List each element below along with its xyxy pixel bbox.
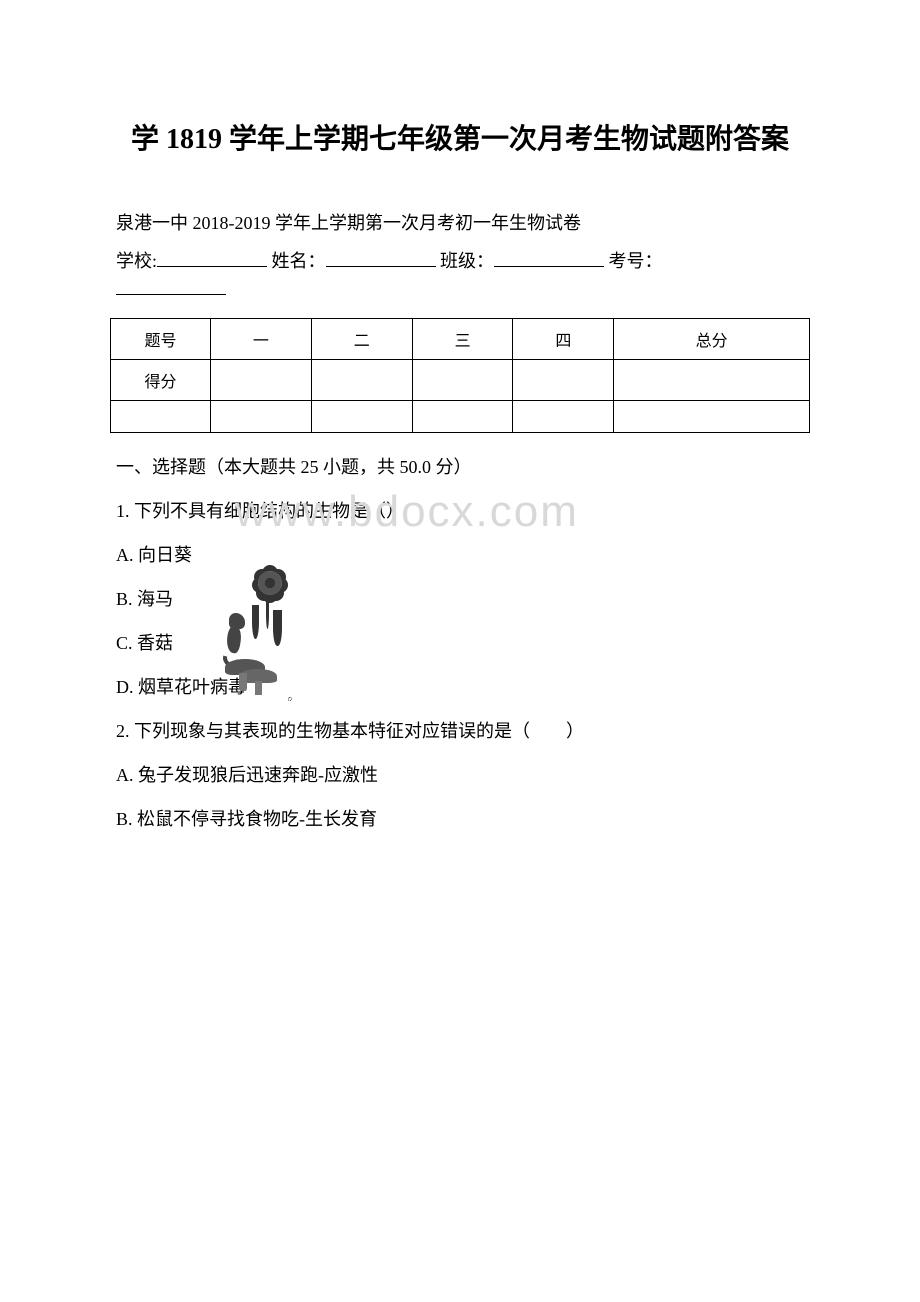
score-cell[interactable] — [513, 360, 614, 401]
option-b: B. 松鼠不停寻找食物吃-生长发育 — [80, 805, 840, 831]
exam-subtitle: 泉港一中 2018-2019 学年上学期第一次月考初一年生物试卷 — [80, 209, 840, 235]
score-cell[interactable] — [412, 360, 513, 401]
option-c: C. 香菇 — [80, 629, 840, 655]
option-label: D. 烟草花叶病毒 — [80, 673, 246, 699]
empty-cell — [412, 401, 513, 433]
section-title: 一、选择题（本大题共 25 小题，共 50.0 分） — [80, 453, 840, 479]
empty-cell — [513, 401, 614, 433]
score-cell[interactable] — [311, 360, 412, 401]
row-label: 题号 — [111, 319, 211, 360]
table-row: 得分 — [111, 360, 810, 401]
score-cell[interactable] — [614, 360, 810, 401]
name-label: 姓名： — [272, 251, 326, 271]
score-cell[interactable] — [211, 360, 312, 401]
col-header: 一 — [211, 319, 312, 360]
page-title: 学 1819 学年上学期七年级第一次月考生物试题附答案 — [80, 120, 840, 159]
option-label: B. 海马 — [80, 585, 173, 611]
col-header: 总分 — [614, 319, 810, 360]
option-a: A. 向日葵 — [80, 541, 840, 567]
row-label: 得分 — [111, 360, 211, 401]
examno-label: 考号： — [609, 251, 663, 271]
col-header: 三 — [412, 319, 513, 360]
class-label: 班级： — [440, 251, 494, 271]
empty-cell — [614, 401, 810, 433]
examno-blank[interactable] — [116, 277, 226, 295]
empty-cell — [111, 401, 211, 433]
school-label: 学校: — [116, 251, 157, 271]
option-a: A. 兔子发现狼后迅速奔跑-应激性 — [80, 761, 840, 787]
student-info-row: 学校: 姓名： 班级： 考号： — [80, 247, 840, 273]
empty-cell — [311, 401, 412, 433]
table-row: 题号 一 二 三 四 总分 — [111, 319, 810, 360]
question-text: 1. 下列不具有细胞结构的生物是（） — [80, 497, 840, 523]
option-d: D. 烟草花叶病毒 — [80, 673, 840, 699]
school-blank[interactable] — [157, 249, 267, 267]
question-text: 2. 下列现象与其表现的生物基本特征对应错误的是（ ） — [80, 717, 840, 743]
name-blank[interactable] — [326, 249, 436, 267]
table-row — [111, 401, 810, 433]
empty-cell — [211, 401, 312, 433]
option-b: B. 海马 — [80, 585, 840, 611]
col-header: 四 — [513, 319, 614, 360]
class-blank[interactable] — [494, 249, 604, 267]
score-table: 题号 一 二 三 四 总分 得分 — [110, 318, 810, 433]
col-header: 二 — [311, 319, 412, 360]
option-label: C. 香菇 — [80, 629, 173, 655]
option-label: A. 向日葵 — [80, 541, 192, 567]
student-info-row2 — [80, 277, 840, 300]
